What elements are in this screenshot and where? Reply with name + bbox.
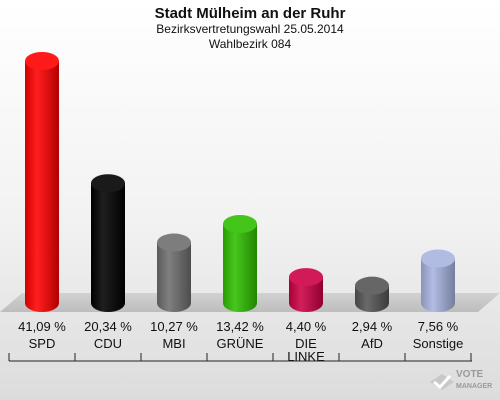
ballot-box-icon — [430, 374, 454, 390]
category-label: AfD — [361, 336, 383, 351]
bar-afd — [355, 276, 389, 312]
chart-title: Stadt Mülheim an der Ruhr — [154, 5, 346, 22]
category-label: CDU — [94, 336, 122, 351]
category-label: GRÜNE — [217, 336, 264, 351]
bar-spd — [25, 52, 59, 312]
value-label: 13,42 % — [216, 319, 264, 334]
value-label: 10,27 % — [150, 319, 198, 334]
bar-die-linke — [289, 268, 323, 312]
category-label: Sonstige — [413, 336, 464, 351]
value-label: 2,94 % — [352, 319, 393, 334]
chart-subtitle: Bezirksvertretungswahl 25.05.2014 — [156, 22, 344, 36]
chart-header: Stadt Mülheim an der Ruhr Bezirksvertret… — [0, 0, 500, 52]
value-label: 7,56 % — [418, 319, 459, 334]
bar-grüne — [223, 214, 257, 312]
category-label: SPD — [29, 336, 56, 351]
bar-mbi — [157, 233, 191, 312]
chart-district: Wahlbezirk 084 — [208, 37, 292, 51]
bar-cdu — [91, 174, 125, 312]
logo-sub: MANAGER — [456, 383, 493, 390]
bars-group — [25, 52, 455, 312]
category-labels-group: SPD CDU MBI GRÜNE DIE LINKE AfD Sonstige — [29, 336, 464, 364]
value-label: 20,34 % — [84, 319, 132, 334]
axis-brackets — [8, 353, 472, 362]
value-labels-group: 41,09 % 20,34 % 10,27 % 13,42 % 4,40 % 2,94 %… — [18, 319, 459, 334]
category-label: DIE LINKE — [287, 336, 325, 364]
value-label: 4,40 % — [286, 319, 327, 334]
logo-brand: VOTE — [456, 369, 484, 380]
bar-sonstige — [421, 249, 455, 312]
category-label: MBI — [162, 336, 185, 351]
value-label: 41,09 % — [18, 319, 66, 334]
